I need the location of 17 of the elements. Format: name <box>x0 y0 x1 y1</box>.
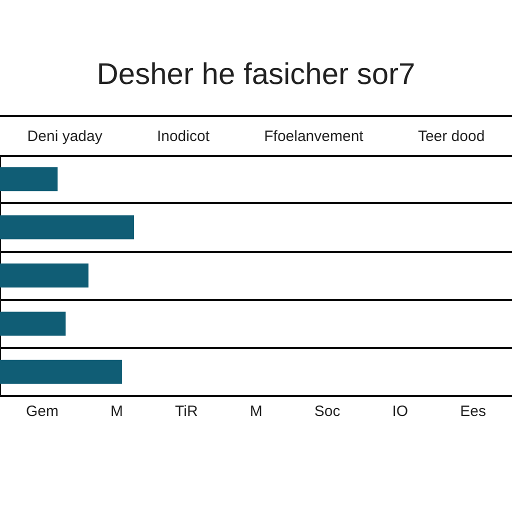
text: IO <box>392 403 408 420</box>
text: Ees <box>460 403 486 420</box>
bar <box>0 360 122 384</box>
text: Inodicot <box>156 128 210 144</box>
bar <box>0 312 66 336</box>
text: Ffoelanvement <box>264 128 364 144</box>
text: Teer dood <box>418 128 485 144</box>
text: Gem <box>26 403 59 420</box>
text: M <box>250 403 262 420</box>
text: Soc <box>314 403 340 420</box>
text: TiR <box>175 403 198 420</box>
bar <box>0 215 134 240</box>
text: Deni yaday <box>27 128 102 144</box>
text: M <box>110 403 124 420</box>
text: Desher he fasicher sor7 <box>96 58 416 92</box>
bar <box>0 264 88 288</box>
bar <box>0 167 58 192</box>
